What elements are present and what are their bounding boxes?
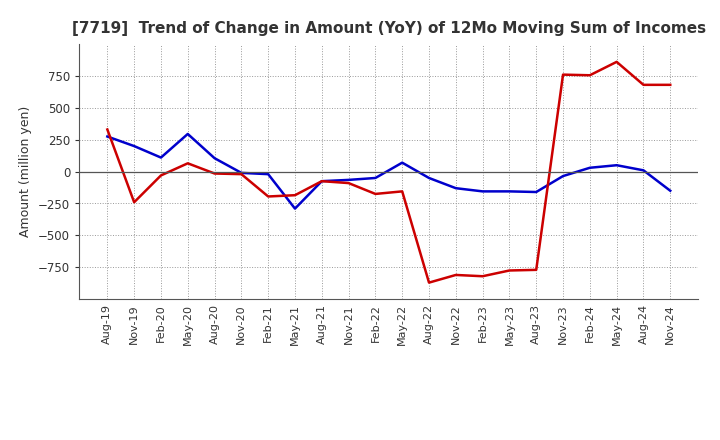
Net Income	[103, 127, 112, 132]
Ordinary Income	[130, 143, 138, 149]
Ordinary Income	[291, 206, 300, 211]
Ordinary Income	[666, 188, 675, 194]
Ordinary Income	[103, 134, 112, 139]
Net Income	[398, 189, 407, 194]
Ordinary Income	[425, 175, 433, 180]
Net Income	[344, 180, 353, 186]
Y-axis label: Amount (million yen): Amount (million yen)	[19, 106, 32, 237]
Ordinary Income	[478, 189, 487, 194]
Net Income	[478, 274, 487, 279]
Ordinary Income	[398, 160, 407, 165]
Ordinary Income	[639, 168, 648, 173]
Net Income	[264, 194, 272, 199]
Ordinary Income	[505, 189, 514, 194]
Ordinary Income	[451, 186, 460, 191]
Net Income	[425, 280, 433, 285]
Ordinary Income	[184, 131, 192, 136]
Net Income	[532, 267, 541, 272]
Title: [7719]  Trend of Change in Amount (YoY) of 12Mo Moving Sum of Incomes: [7719] Trend of Change in Amount (YoY) o…	[72, 21, 706, 36]
Ordinary Income	[157, 155, 166, 160]
Net Income	[585, 73, 594, 78]
Net Income	[666, 82, 675, 88]
Line: Ordinary Income: Ordinary Income	[107, 134, 670, 209]
Ordinary Income	[344, 177, 353, 183]
Net Income	[505, 268, 514, 273]
Ordinary Income	[371, 175, 379, 180]
Net Income	[210, 171, 219, 176]
Net Income	[184, 161, 192, 166]
Net Income	[639, 82, 648, 88]
Ordinary Income	[532, 189, 541, 194]
Net Income	[612, 59, 621, 65]
Net Income	[559, 72, 567, 77]
Ordinary Income	[318, 179, 326, 184]
Ordinary Income	[585, 165, 594, 170]
Net Income	[371, 191, 379, 197]
Ordinary Income	[237, 170, 246, 176]
Net Income	[237, 172, 246, 177]
Ordinary Income	[210, 156, 219, 161]
Net Income	[318, 179, 326, 184]
Ordinary Income	[264, 172, 272, 177]
Net Income	[291, 193, 300, 198]
Net Income	[157, 173, 166, 178]
Net Income	[451, 272, 460, 278]
Line: Net Income: Net Income	[107, 62, 670, 282]
Net Income	[130, 200, 138, 205]
Ordinary Income	[612, 162, 621, 168]
Ordinary Income	[559, 173, 567, 179]
